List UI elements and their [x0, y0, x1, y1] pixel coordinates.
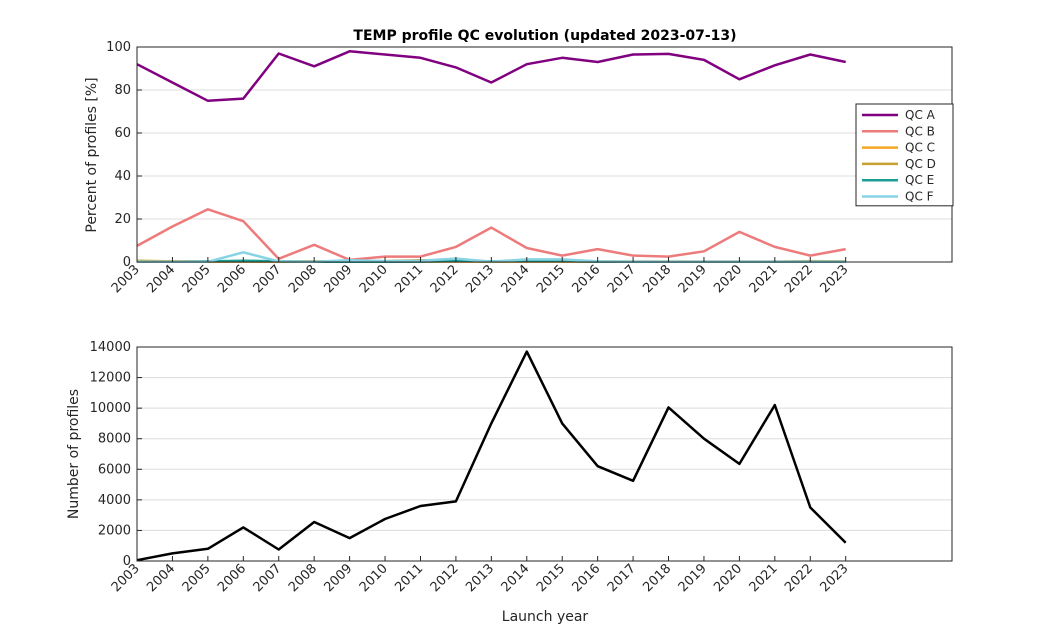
- top-series-line-qc-b: [136, 208, 846, 262]
- top-x-tick-label: 2022: [782, 262, 816, 296]
- top-y-tick-label: 40: [114, 169, 131, 184]
- legend-box: [855, 103, 954, 207]
- top-x-tick-label: 2007: [251, 262, 285, 296]
- top-x-tick-label: 2016: [569, 262, 603, 296]
- top-x-tick-label: 2019: [676, 262, 710, 296]
- bottom-y-axis-label: Number of profiles: [66, 389, 82, 519]
- legend-entry: QC D: [905, 157, 936, 171]
- bottom-x-tick-label: 2020: [711, 561, 745, 595]
- bottom-x-tick-label: 2010: [357, 561, 391, 595]
- bottom-x-tick-label: 2008: [286, 561, 320, 595]
- bottom-x-tick-label: 2009: [321, 561, 355, 595]
- bottom-x-tick-label: 2014: [499, 561, 533, 595]
- legend-entry: QC F: [905, 190, 934, 204]
- bottom-x-tick-label: 2007: [251, 561, 285, 595]
- bottom-x-tick-label: 2011: [392, 561, 426, 595]
- top-y-tick-label: 100: [106, 40, 131, 55]
- bottom-axes-box: [136, 346, 953, 562]
- top-x-tick-label: 2015: [534, 262, 568, 296]
- bottom-x-tick-label: 2003: [109, 561, 143, 595]
- qc-percent-plot: 0 20 40 60 80 100 2003 2004 2005 2006 2007 2008 2009…: [106, 40, 954, 296]
- top-x-tick-label: 2006: [215, 262, 249, 296]
- top-x-tick-label: 2011: [392, 262, 426, 296]
- top-series-line-qc-a: [136, 50, 846, 103]
- top-x-tick-label: 2009: [321, 262, 355, 296]
- bottom-x-tick-label: 2004: [144, 561, 178, 595]
- bottom-y-tick-label: 12000: [90, 371, 131, 386]
- bottom-x-tick-label: 2006: [215, 561, 249, 595]
- legend-entry: QC C: [905, 141, 935, 155]
- bottom-x-tick-label: 2017: [605, 561, 639, 595]
- bottom-x-tick-label: 2021: [747, 561, 781, 595]
- top-x-tick-label: 2023: [818, 262, 852, 296]
- top-y-tick-label: 60: [114, 126, 131, 141]
- bottom-x-tick-label: 2019: [676, 561, 710, 595]
- top-x-tick-label: 2020: [711, 262, 745, 296]
- top-x-tick-label: 2004: [144, 262, 178, 296]
- top-x-tick-label: 2005: [180, 262, 214, 296]
- bottom-series-line-0: [136, 350, 847, 562]
- bottom-x-tick-label: 2022: [782, 561, 816, 595]
- bottom-x-tick-label: 2005: [180, 561, 214, 595]
- bottom-y-tick-label: 2000: [98, 523, 131, 538]
- bottom-y-tick-label: 4000: [98, 493, 131, 508]
- bottom-x-tick-label: 2015: [534, 561, 568, 595]
- top-y-tick-label: 80: [114, 83, 131, 98]
- chart-title: TEMP profile QC evolution (updated 2023-…: [353, 28, 736, 44]
- top-x-tick-label: 2012: [428, 262, 462, 296]
- legend-entry: QC B: [905, 124, 935, 138]
- bottom-y-tick-label: 10000: [90, 401, 131, 416]
- bottom-x-tick-label: 2018: [640, 561, 674, 595]
- legend-entry: QC A: [905, 108, 936, 122]
- top-y-tick-label: 0: [123, 255, 131, 270]
- top-x-tick-label: 2014: [499, 262, 533, 296]
- bottom-x-tick-label: 2023: [818, 561, 852, 595]
- bottom-y-tick-label: 6000: [98, 462, 131, 477]
- top-y-axis-label: Percent of profiles [%]: [84, 77, 100, 232]
- bottom-x-axis-label: Launch year: [502, 609, 589, 625]
- bottom-x-tick-label: 2016: [569, 561, 603, 595]
- top-y-tick-label: 20: [114, 212, 131, 227]
- bottom-x-tick-label: 2013: [463, 561, 497, 595]
- bottom-y-tick-label: 0: [123, 554, 131, 569]
- profile-count-plot: 0 2000 4000 6000 8000 10000 12000 14000 2003 2004…: [90, 340, 953, 595]
- top-x-tick-label: 2021: [747, 262, 781, 296]
- bottom-y-tick-label: 8000: [98, 432, 131, 447]
- top-x-tick-label: 2018: [640, 262, 674, 296]
- legend: QC A QC B QC C QC D QC E QC F: [855, 103, 954, 207]
- top-x-tick-label: 2013: [463, 262, 497, 296]
- top-x-tick-label: 2017: [605, 262, 639, 296]
- top-x-tick-label: 2008: [286, 262, 320, 296]
- top-x-tick-label: 2003: [109, 262, 143, 296]
- top-x-tick-label: 2010: [357, 262, 391, 296]
- legend-entry: QC E: [905, 173, 934, 187]
- bottom-y-tick-label: 14000: [90, 340, 131, 355]
- bottom-x-tick-label: 2012: [428, 561, 462, 595]
